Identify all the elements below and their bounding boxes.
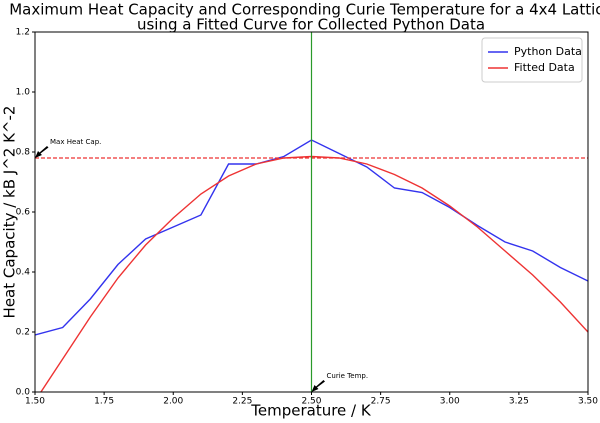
annotation-text: Curie Temp. [327, 372, 369, 380]
legend-label: Python Data [514, 45, 582, 58]
y-tick-label: 0.6 [16, 208, 31, 218]
legend-label: Fitted Data [514, 61, 575, 74]
y-axis-label: Heat Capacity / kB J^2 K^-2 [1, 106, 19, 319]
x-tick-label: 2.50 [301, 397, 321, 407]
annotation-arrow [35, 146, 49, 158]
chart-title: Maximum Heat Capacity and Corresponding … [9, 1, 600, 19]
y-tick-label: 0.4 [16, 268, 31, 278]
x-tick-label: 2.75 [371, 397, 391, 407]
legend-box [481, 37, 583, 83]
annotation-text: Max Heat Cap. [50, 138, 101, 146]
x-tick-label: 2.25 [232, 397, 252, 407]
x-tick-label: 3.25 [509, 397, 529, 407]
x-tick-label: 2.00 [163, 397, 183, 407]
x-tick-label: 3.00 [440, 397, 460, 407]
y-tick-label: 1.0 [16, 88, 31, 98]
axes-frame [34, 31, 589, 393]
y-tick-label: 0.0 [16, 388, 31, 398]
x-axis-label: Temperature / K [250, 402, 372, 420]
y-tick-label: 0.8 [16, 148, 31, 158]
y-tick-label: 1.2 [16, 28, 30, 38]
x-tick-label: 3.50 [578, 397, 598, 407]
y-tick-label: 0.2 [16, 328, 30, 338]
annotation-arrow [311, 380, 325, 392]
x-tick-label: 1.75 [94, 397, 114, 407]
x-tick-label: 1.50 [25, 397, 45, 407]
chart-title: using a Fitted Curve for Collected Pytho… [137, 16, 485, 34]
